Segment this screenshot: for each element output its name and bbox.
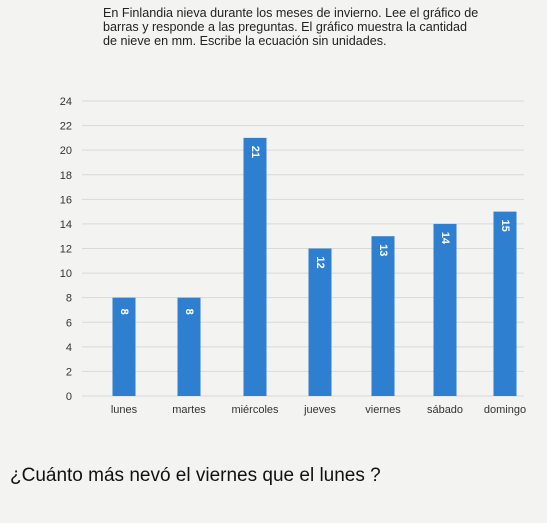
y-tick-label: 2 <box>66 366 72 378</box>
y-tick-label: 10 <box>60 268 72 280</box>
y-tick-label: 14 <box>60 219 72 231</box>
bar-martes <box>177 297 201 396</box>
x-tick-label: sábado <box>427 404 463 416</box>
y-tick-label: 4 <box>66 342 72 354</box>
bar-sábado <box>433 223 457 396</box>
instructions: En Finlandia nieva durante los meses de … <box>103 6 513 48</box>
question-text: ¿Cuánto más nevó el viernes que el lunes… <box>10 465 381 486</box>
bar-value-label: 21 <box>249 146 261 158</box>
x-tick-label: miércoles <box>231 404 279 416</box>
x-tick-label: domingo <box>484 404 526 416</box>
y-tick-label: 16 <box>60 194 72 206</box>
x-tick-label: martes <box>172 404 206 416</box>
y-tick-label: 12 <box>60 244 72 256</box>
instructions-line-1: En Finlandia nieva durante los meses de … <box>103 6 479 20</box>
bar-miércoles <box>243 137 267 396</box>
x-tick-label: jueves <box>303 404 336 416</box>
bar-lunes <box>112 297 136 396</box>
bar-value-label: 12 <box>314 256 326 268</box>
y-tick-label: 0 <box>66 391 72 403</box>
bar-value-label: 14 <box>439 232 451 245</box>
y-tick-label: 22 <box>60 121 72 133</box>
instructions-line-2: barras y responde a las preguntas. El gr… <box>103 20 468 34</box>
bar-chart: 0246810121416182022248lunes8martes21miér… <box>60 96 526 416</box>
bar-value-label: 8 <box>183 309 195 315</box>
x-tick-label: viernes <box>365 404 401 416</box>
y-tick-label: 20 <box>60 145 72 157</box>
x-tick-label: lunes <box>111 404 138 416</box>
bar-value-label: 15 <box>499 220 511 232</box>
bar-value-label: 13 <box>377 244 389 256</box>
instructions-line-3: de nieve en mm. Escribe la ecuación sin … <box>103 34 387 48</box>
bar-domingo <box>493 211 517 396</box>
y-tick-label: 8 <box>66 293 72 305</box>
bar-viernes <box>371 236 395 396</box>
bar-value-label: 8 <box>118 309 130 315</box>
y-tick-label: 18 <box>60 170 72 182</box>
bar-jueves <box>308 248 332 396</box>
y-tick-label: 6 <box>66 317 72 329</box>
y-tick-label: 24 <box>60 96 72 108</box>
